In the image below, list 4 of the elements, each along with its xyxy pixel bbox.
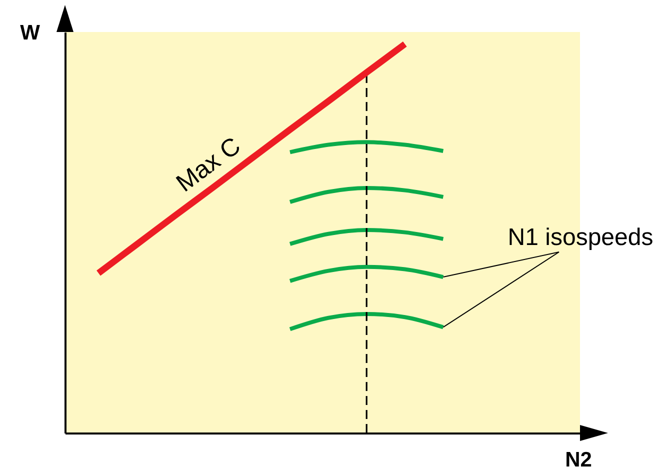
y-axis-title: W (20, 22, 40, 44)
x-axis-title: N2 (565, 448, 592, 472)
text: Max C (171, 132, 246, 198)
text: N1 isospeeds (508, 224, 654, 251)
